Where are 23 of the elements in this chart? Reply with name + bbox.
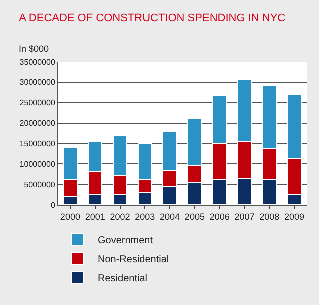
chart-title: A DECADE OF CONSTRUCTION SPENDING IN NYC [19,12,286,24]
x-tick-label: 2004 [160,212,180,222]
y-tick-label: 5000000 [24,180,56,190]
x-tick-label: 2009 [284,212,305,222]
x-tick-label: 2000 [60,212,80,222]
x-tick-label: 2006 [210,212,230,222]
y-tick-label: 10000000 [20,160,56,169]
legend-label: Non-Residential [98,254,170,266]
y-axis-title: In $000 [19,44,50,54]
x-tick-label: 2008 [260,212,280,222]
y-tick-label: 25000000 [20,98,56,108]
y-tick-label: 30000000 [20,78,56,88]
x-tick-label: 2001 [85,212,106,222]
y-tick-label: 35000000 [20,58,56,67]
legend-label: Government [98,235,154,246]
y-tick-label: 0 [50,200,56,210]
y-tick-label: 15000000 [20,140,56,149]
x-tick-label: 2003 [135,212,156,222]
y-tick-label: 20000000 [20,119,56,128]
x-tick-label: 2007 [234,212,255,222]
x-tick-label: 2005 [184,212,205,222]
legend-label: Residential [98,273,148,284]
x-tick-label: 2002 [110,212,130,222]
